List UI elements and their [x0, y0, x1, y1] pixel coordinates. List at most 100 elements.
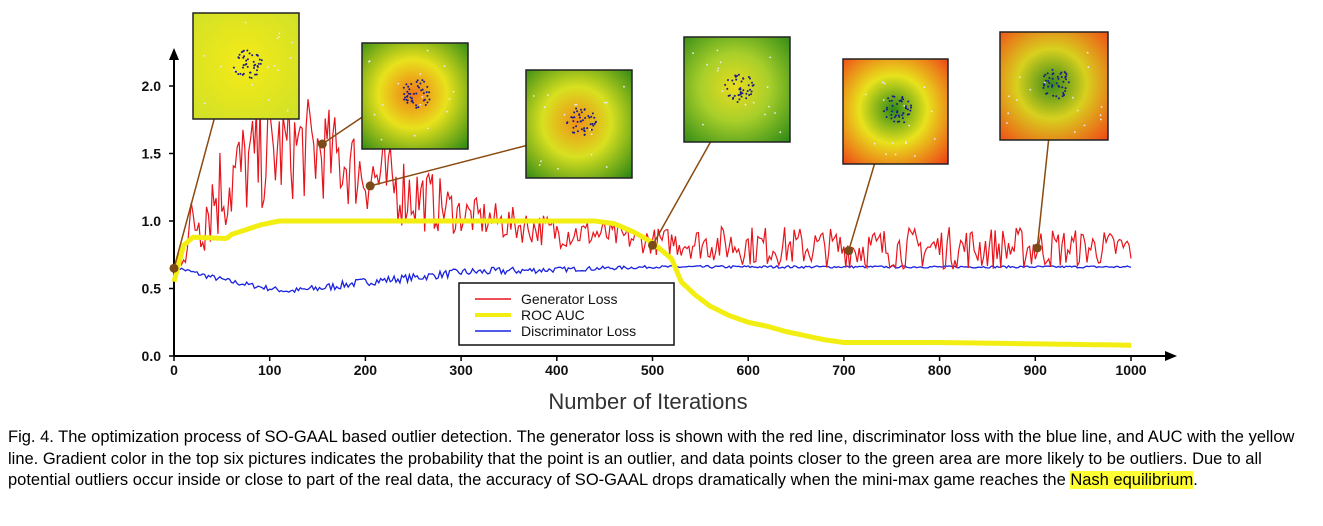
caption-end: .	[1193, 471, 1198, 489]
generated-point	[1016, 99, 1018, 101]
real-data-point	[402, 86, 405, 89]
real-data-point	[898, 115, 901, 118]
real-data-point	[1051, 85, 1054, 88]
real-data-point	[417, 106, 420, 109]
real-data-point	[409, 96, 412, 99]
real-data-point	[256, 54, 259, 57]
real-data-point	[904, 107, 907, 109]
generated-point	[426, 49, 429, 52]
real-data-point	[893, 95, 896, 98]
generated-point	[882, 99, 885, 101]
generated-point	[540, 160, 542, 163]
real-data-point	[580, 120, 582, 123]
real-data-point	[890, 99, 893, 102]
generated-point	[885, 153, 887, 156]
snapshot-2	[317, 42, 469, 150]
snapshot-connector	[1036, 139, 1050, 249]
real-data-point	[1065, 73, 1068, 76]
real-data-point	[740, 80, 743, 83]
snapshot-marker	[365, 181, 375, 191]
real-data-point	[583, 130, 586, 133]
generated-point	[233, 69, 236, 72]
real-data-point	[898, 99, 901, 102]
generated-point	[267, 66, 269, 69]
real-data-point	[1051, 73, 1054, 76]
real-data-point	[586, 127, 589, 130]
real-data-point	[406, 99, 409, 102]
real-data-point	[1056, 75, 1059, 78]
snapshot-callouts	[169, 12, 1109, 273]
real-data-point	[893, 120, 896, 123]
real-data-point	[580, 128, 583, 131]
generated-point	[286, 109, 289, 112]
real-data-point	[421, 88, 424, 91]
snapshot-connector	[369, 144, 527, 187]
real-data-point	[739, 91, 742, 94]
real-data-point	[1064, 87, 1067, 90]
generated-point	[716, 49, 719, 52]
real-data-point	[591, 112, 594, 115]
generated-point	[574, 104, 576, 106]
real-data-point	[423, 80, 426, 83]
snapshot-connector	[173, 118, 215, 269]
real-data-point	[886, 106, 889, 109]
generated-point	[277, 69, 279, 71]
snapshot-4	[648, 36, 791, 250]
real-data-point	[594, 120, 597, 123]
x-axis-label: Number of Iterations	[548, 389, 747, 414]
real-data-point	[583, 127, 586, 130]
real-data-point	[903, 121, 906, 124]
real-data-point	[726, 87, 729, 90]
generated-point	[933, 138, 936, 140]
real-data-point	[885, 116, 888, 118]
real-data-point	[1051, 84, 1054, 87]
real-data-point	[742, 89, 745, 92]
real-data-point	[421, 79, 424, 82]
snapshot-connector	[651, 141, 712, 246]
real-data-point	[239, 72, 242, 75]
real-data-point	[575, 125, 578, 128]
real-data-point	[902, 98, 905, 101]
snapshot-heatmap	[842, 58, 949, 165]
real-data-point	[246, 65, 249, 68]
generated-point	[203, 102, 206, 105]
real-data-point	[405, 83, 408, 86]
real-data-point	[423, 98, 426, 101]
real-data-point	[576, 120, 579, 123]
generated-point	[904, 142, 907, 145]
real-data-point	[415, 92, 418, 95]
real-data-point	[731, 79, 734, 82]
real-data-point	[745, 97, 748, 100]
real-data-point	[592, 124, 595, 127]
real-data-point	[1057, 84, 1060, 87]
generated-point	[752, 101, 755, 104]
real-data-point	[419, 82, 422, 85]
real-data-point	[589, 123, 592, 126]
real-data-point	[890, 117, 893, 120]
real-data-point	[576, 130, 579, 133]
real-data-point	[245, 59, 248, 62]
real-data-point	[1047, 85, 1050, 88]
real-data-point	[412, 101, 415, 104]
real-data-point	[900, 100, 903, 103]
real-data-point	[887, 97, 890, 100]
real-data-point	[745, 92, 748, 95]
generated-point	[373, 113, 376, 116]
real-data-point	[420, 89, 423, 92]
real-data-point	[253, 67, 255, 69]
real-data-point	[426, 85, 429, 88]
real-data-point	[1061, 86, 1064, 89]
real-data-point	[891, 110, 894, 113]
real-data-point	[580, 108, 582, 111]
snapshot-1	[169, 12, 300, 273]
real-data-point	[243, 55, 246, 58]
real-data-point	[253, 64, 256, 67]
real-data-point	[590, 128, 593, 131]
real-data-point	[242, 64, 245, 67]
generated-point	[251, 83, 254, 86]
real-data-point	[248, 52, 251, 55]
real-data-point	[572, 120, 575, 123]
generated-point	[721, 90, 724, 92]
generated-point	[421, 96, 424, 98]
real-data-point	[426, 94, 429, 97]
